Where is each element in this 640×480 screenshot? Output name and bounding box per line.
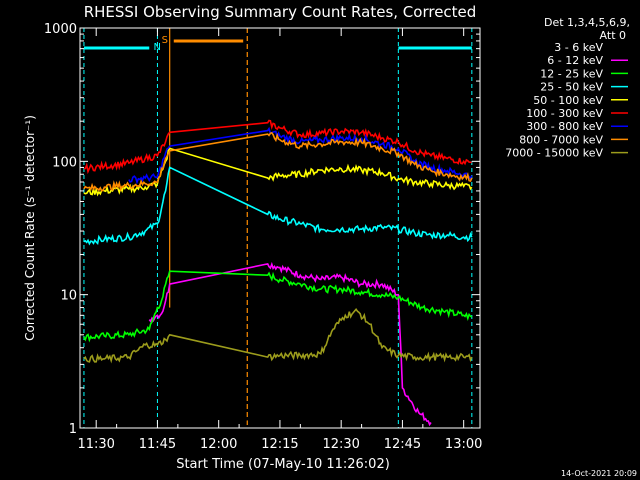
legend-label: 25 - 50 keV <box>540 81 603 94</box>
generated-timestamp: 14-Oct-2021 20:09 <box>561 469 637 478</box>
y-tick-label: 1000 <box>44 22 77 37</box>
flag-label: N <box>153 42 160 53</box>
x-tick-label: 11:45 <box>139 437 176 452</box>
legend-label: 100 - 300 keV <box>526 107 603 120</box>
x-tick-label: 13:00 <box>445 437 482 452</box>
legend-label: 300 - 800 keV <box>526 120 603 133</box>
legend-header-attenuator: Att 0 <box>600 29 626 42</box>
series-line <box>83 166 473 246</box>
series-line <box>83 131 473 192</box>
plot-area: NS 1 10 100 1000 11:30 11:45 12:00 12:15 12:30 12:… <box>44 22 482 452</box>
x-axis-label: Start Time (07-May-10 11:26:02) <box>176 457 390 472</box>
series-line <box>83 308 473 364</box>
series-line <box>83 119 472 175</box>
legend-header-detectors: Det 1,3,4,5,6,9, <box>544 16 630 29</box>
series-line <box>83 147 473 197</box>
series-line <box>83 270 473 343</box>
series-line <box>128 126 473 185</box>
x-tick-label: 12:00 <box>200 437 237 452</box>
y-tick-label: 100 <box>52 155 77 170</box>
x-tick-label: 12:15 <box>261 437 298 452</box>
series-line <box>148 261 432 427</box>
legend-label: 6 - 12 keV <box>547 54 603 67</box>
series-line <box>148 280 432 429</box>
x-tick-label: 12:45 <box>384 437 421 452</box>
y-axis-label: Corrected Count Rate (s⁻¹ detector⁻¹) <box>23 115 37 341</box>
legend-label: 800 - 7000 keV <box>519 133 603 146</box>
x-tick-label: 11:30 <box>77 437 114 452</box>
legend-label: 50 - 100 keV <box>533 94 603 107</box>
y-tick-label: 10 <box>60 289 77 304</box>
legend-label: 7000 - 15000 keV <box>505 147 603 160</box>
x-tick-label: 12:30 <box>322 437 359 452</box>
legend-label: 12 - 25 keV <box>540 67 603 80</box>
flag-label: S <box>162 35 168 46</box>
legend-label: 3 - 6 keV <box>554 41 603 54</box>
plot-frame <box>79 27 481 429</box>
chart-title: RHESSI Observing Summary Count Rates, Co… <box>84 3 477 21</box>
y-tick-label: 1 <box>69 422 77 437</box>
